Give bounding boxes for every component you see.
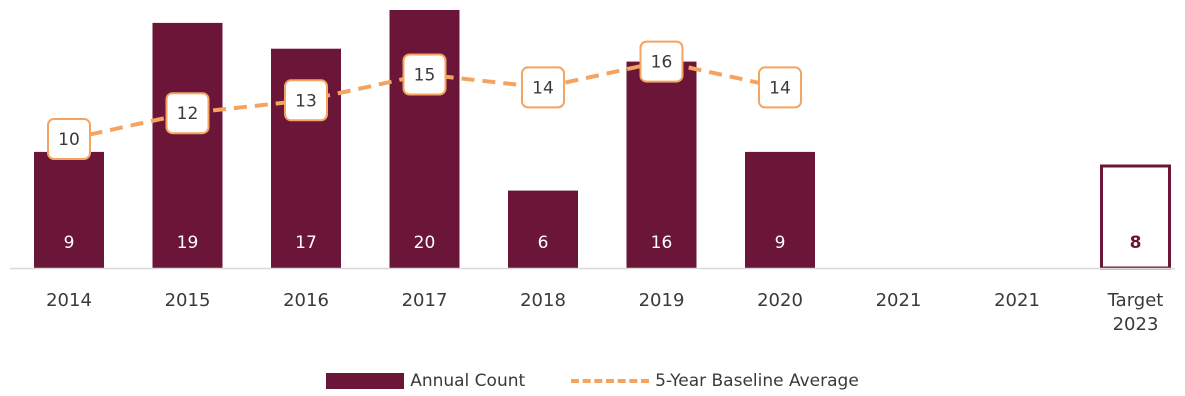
x-tick-label: 2021 [994, 290, 1040, 311]
line-point-label: 16 [651, 53, 673, 73]
x-tick-label: 2017 [402, 290, 448, 311]
x-tick-label: 2014 [46, 290, 92, 311]
legend-swatch-bar [326, 373, 405, 389]
x-tick-label: 2015 [165, 290, 211, 311]
legend-swatch-line [571, 379, 650, 383]
bar-value-label: 19 [177, 233, 199, 253]
bar-value-label: 16 [651, 233, 673, 253]
chart-plot: 9 19 17 20 6 16 9 8 10 12 13 15 14 16 14 2014 2015 2016 20… [10, 10, 1175, 335]
target-bar [1100, 164, 1171, 270]
bar [626, 61, 697, 268]
line-point-label: 14 [532, 78, 554, 98]
legend-label-baseline: 5-Year Baseline Average [655, 371, 859, 391]
legend-item-annual-count: Annual Count [326, 371, 525, 391]
bar-value-label: 6 [538, 233, 549, 253]
line-point-label: 15 [414, 66, 436, 86]
x-tick-label: Target 2023 [1107, 290, 1164, 335]
legend-item-baseline: 5-Year Baseline Average [571, 371, 859, 391]
line-point-marker [284, 79, 328, 122]
x-tick-label: 2019 [639, 290, 685, 311]
bar-value-label: 9 [64, 233, 75, 253]
bar-value-label: 20 [414, 233, 436, 253]
line-point-marker [165, 92, 210, 135]
x-tick-label: 2021 [876, 290, 922, 311]
line-point-marker [639, 40, 684, 83]
bar-value-label: 17 [295, 233, 317, 253]
bar-value-label: 9 [775, 233, 786, 253]
x-tick-label: 2018 [520, 290, 566, 311]
bar [389, 10, 460, 268]
line-point-label: 12 [177, 104, 199, 124]
legend: Annual Count 5-Year Baseline Average [0, 366, 1185, 396]
line-point-label: 14 [769, 78, 791, 98]
line-point-marker [521, 66, 565, 109]
line-point-marker [758, 66, 802, 109]
bar [508, 190, 578, 268]
x-tick-label: 2016 [283, 290, 329, 311]
line-point-marker [402, 53, 447, 96]
line-point-marker [47, 118, 91, 160]
legend-label-annual-count: Annual Count [410, 371, 526, 391]
bar [152, 22, 223, 269]
bar [745, 151, 815, 268]
target-label: 8 [1130, 233, 1142, 253]
line-point-label: 10 [58, 130, 80, 150]
x-tick-label: 2020 [757, 290, 803, 311]
line-point-label: 13 [295, 91, 317, 111]
bar [34, 151, 104, 268]
